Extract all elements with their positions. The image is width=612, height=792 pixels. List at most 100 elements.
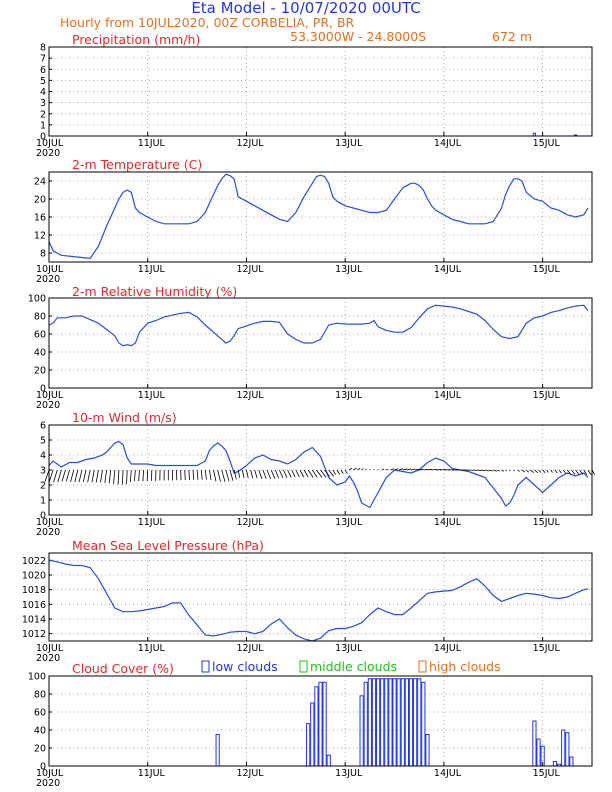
rh-xtick-label: 14JUL bbox=[434, 390, 462, 401]
mslp-ytick-label: 1018 bbox=[22, 585, 46, 596]
header-subtitle: Hourly from 10JUL2020, 00Z CORBELIA, PR,… bbox=[60, 15, 355, 30]
wind-vector bbox=[575, 469, 580, 475]
wind-vector bbox=[129, 469, 132, 483]
mslp-xtick-label: 12JUL bbox=[236, 643, 264, 654]
cloud-bar bbox=[363, 681, 368, 767]
wind-vector bbox=[196, 469, 199, 480]
legend-swatch-middle bbox=[299, 660, 308, 673]
rh-xtick-label: 12JUL bbox=[236, 390, 264, 401]
temp-xtick-label: 10JUL bbox=[36, 264, 64, 275]
wind-vector bbox=[431, 468, 438, 471]
temp-xtick-label: 13JUL bbox=[335, 264, 363, 275]
wind-vector bbox=[61, 469, 66, 482]
wind-vector bbox=[415, 468, 420, 471]
cloud-bar bbox=[318, 681, 323, 767]
wind-title: 10-m Wind (m/s) bbox=[72, 410, 177, 425]
wind-vector bbox=[258, 469, 263, 479]
wind-vector bbox=[100, 469, 103, 483]
mslp-ytick-label: 1020 bbox=[22, 571, 46, 582]
precip-xtick-label: 14JUL bbox=[434, 138, 462, 149]
wind-vector bbox=[74, 469, 79, 483]
precip-xtick-label: 11JUL bbox=[138, 138, 166, 149]
wind-xtick-label: 13JUL bbox=[335, 517, 363, 528]
wind-vector bbox=[278, 469, 284, 479]
wind-vector bbox=[233, 469, 237, 480]
cloud-bar bbox=[215, 734, 220, 767]
wind-year-label: 2020 bbox=[36, 527, 60, 538]
cloud-bar bbox=[384, 678, 389, 767]
wind-vector bbox=[53, 469, 58, 483]
wind-vector bbox=[530, 469, 534, 473]
cloud-xtick-label: 11JUL bbox=[138, 768, 166, 779]
wind-vector bbox=[550, 469, 553, 473]
cloud-frame bbox=[48, 675, 593, 767]
cloud-bar bbox=[565, 732, 570, 767]
wind-vector bbox=[542, 469, 546, 473]
temp-xtick-label: 12JUL bbox=[236, 264, 264, 275]
wind-vector bbox=[340, 469, 344, 475]
wind-vector bbox=[534, 469, 539, 474]
wind-vector bbox=[386, 468, 389, 471]
wind-vector bbox=[44, 469, 50, 482]
wind-vector bbox=[324, 469, 330, 477]
cloud-bar bbox=[536, 738, 541, 767]
cloud-bar bbox=[561, 729, 566, 767]
wind-vector bbox=[525, 469, 530, 473]
wind-xtick-label: 11JUL bbox=[138, 517, 166, 528]
wind-vector bbox=[505, 469, 508, 472]
wind-vector bbox=[291, 469, 296, 478]
precip-ytick-label: 0 bbox=[40, 132, 46, 143]
temp-xtick-label: 14JUL bbox=[434, 264, 462, 275]
wind-vector bbox=[476, 469, 482, 472]
wind-vector bbox=[357, 467, 361, 471]
wind-ytick-label: 4 bbox=[40, 451, 46, 462]
precip-frame bbox=[48, 46, 593, 137]
cloud-bar bbox=[388, 678, 393, 767]
mslp-ytick-label: 1016 bbox=[22, 600, 46, 611]
wind-vector bbox=[146, 469, 149, 482]
wind-vector bbox=[521, 469, 525, 473]
precip-xtick-label: 13JUL bbox=[335, 138, 363, 149]
wind-vector bbox=[283, 469, 288, 478]
mslp-xtick-label: 10JUL bbox=[36, 643, 64, 654]
wind-vector bbox=[274, 469, 280, 479]
panel-wind: 10-m Wind (m/s) 0 1 2 3 4 5 6 10JUL 11JUL 12JUL 13J… bbox=[36, 410, 596, 538]
cloud-ytick-label: 60 bbox=[34, 708, 46, 719]
panel-mslp: Mean Sea Level Pressure (hPa) 1012 1014 101… bbox=[22, 538, 593, 664]
mslp-ytick-label: 1014 bbox=[22, 615, 46, 626]
header-elevation: 672 m bbox=[492, 29, 532, 44]
wind-vector bbox=[480, 469, 486, 472]
cloud-bar bbox=[310, 702, 315, 767]
panel-cloud: Cloud Cover (%) 0 20 40 60 80 100 10JUL 11JUL 12J… bbox=[28, 661, 593, 789]
mslp-xtick-label: 14JUL bbox=[434, 643, 462, 654]
wind-vector bbox=[229, 469, 234, 481]
mslp-xtick-label: 11JUL bbox=[138, 643, 166, 654]
wind-vector bbox=[241, 469, 245, 478]
cloud-bar bbox=[380, 678, 385, 767]
wind-vector bbox=[320, 469, 327, 478]
temp-ytick-label: 12 bbox=[34, 231, 46, 242]
wind-vector bbox=[287, 469, 292, 478]
cloud-bar bbox=[425, 734, 430, 767]
legend-low: low clouds bbox=[212, 659, 278, 674]
temp-ytick-label: 8 bbox=[40, 249, 46, 260]
wind-vector bbox=[332, 469, 336, 475]
cloud-ytick-label: 100 bbox=[28, 672, 46, 683]
wind-vector bbox=[423, 468, 428, 471]
rh-ytick-label: 0 bbox=[40, 384, 46, 395]
temp-title: 2-m Temperature (C) bbox=[72, 157, 202, 172]
wind-vector bbox=[587, 469, 592, 476]
wind-vector bbox=[65, 469, 70, 482]
temp-ytick-label: 20 bbox=[34, 195, 46, 206]
precip-ytick-label: 8 bbox=[40, 43, 46, 54]
wind-vector bbox=[353, 467, 357, 471]
rh-series-line bbox=[48, 304, 589, 347]
wind-vector bbox=[237, 469, 241, 478]
wind-vector bbox=[117, 469, 120, 485]
wind-vector bbox=[435, 469, 442, 471]
temp-ytick-label: 16 bbox=[34, 213, 46, 224]
wind-vector bbox=[427, 468, 433, 471]
wind-ytick-label: 2 bbox=[40, 481, 46, 492]
temp-ytick-label: 24 bbox=[34, 177, 46, 188]
